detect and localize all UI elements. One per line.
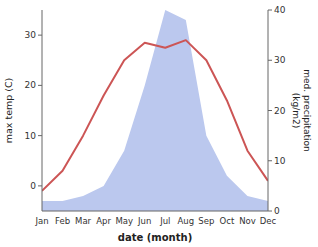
y2-tick-label: 10: [274, 156, 286, 166]
x-tick-label: May: [115, 216, 133, 226]
y-tick-label: 10: [25, 131, 37, 141]
x-tick-label: Nov: [239, 216, 256, 226]
y2-axis-label: med. precipitation(kg/m2): [291, 69, 312, 151]
x-tick-label: Dec: [260, 216, 277, 226]
x-tick-label: Apr: [96, 216, 111, 226]
y-tick-label: 30: [25, 30, 37, 40]
x-tick-label: Jul: [159, 216, 170, 226]
y-tick: [38, 185, 42, 186]
temperature-line: [42, 40, 268, 191]
y2-tick: [268, 211, 272, 212]
x-axis-line: [42, 211, 268, 212]
y-tick: [38, 35, 42, 36]
x-tick-label: Sep: [198, 216, 214, 226]
y2-tick-label: 40: [274, 5, 286, 15]
y2-tick: [268, 60, 272, 61]
y2-tick-label: 20: [274, 106, 286, 116]
x-tick-label: Oct: [220, 216, 235, 226]
y-tick-label: 0: [30, 181, 36, 191]
y-tick: [38, 85, 42, 86]
y-tick: [38, 135, 42, 136]
x-tick-label: Aug: [178, 216, 195, 226]
y2-tick: [268, 160, 272, 161]
y-axis-label: max temp (C): [3, 78, 14, 144]
x-tick-label: Mar: [75, 216, 92, 226]
plot-area: [42, 10, 268, 211]
x-tick-label: Jan: [34, 216, 48, 226]
y2-tick-label: 0: [274, 206, 280, 216]
y-tick-label: 20: [25, 80, 37, 90]
precipitation-area: [42, 10, 268, 211]
x-tick-label: Jun: [137, 216, 151, 226]
x-tick-label: Feb: [55, 216, 70, 226]
y2-tick-label: 30: [274, 55, 286, 65]
y2-tick: [268, 110, 272, 111]
y-axis-line: [42, 10, 43, 211]
x-axis-label: date (month): [118, 232, 192, 243]
y2-tick: [268, 10, 272, 11]
chart: 0 10 20 30 0 10 20 30 40 Jan Feb Mar Apr May Jun Jul Aug…: [0, 0, 318, 247]
